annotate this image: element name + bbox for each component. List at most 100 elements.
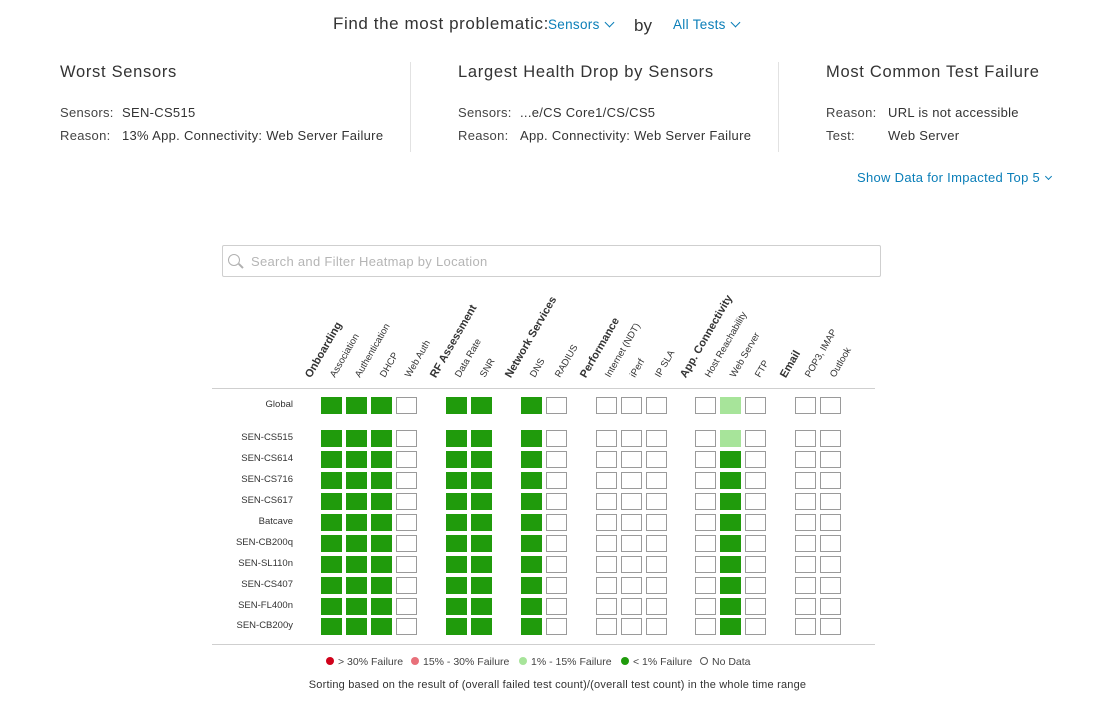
heatmap-cell[interactable] [546, 493, 567, 510]
heatmap-cell[interactable] [396, 397, 417, 414]
heatmap-cell[interactable] [795, 397, 816, 414]
heatmap-cell[interactable] [471, 514, 492, 531]
heatmap-cell[interactable] [596, 430, 617, 447]
heatmap-cell[interactable] [596, 397, 617, 414]
heatmap-cell[interactable] [521, 577, 542, 594]
heatmap-cell[interactable] [720, 397, 741, 414]
heatmap-cell[interactable] [321, 577, 342, 594]
heatmap-cell[interactable] [795, 514, 816, 531]
heatmap-cell[interactable] [371, 598, 392, 615]
heatmap-cell[interactable] [471, 493, 492, 510]
heatmap-cell[interactable] [745, 397, 766, 414]
heatmap-cell[interactable] [546, 451, 567, 468]
heatmap-cell[interactable] [346, 514, 367, 531]
heatmap-cell[interactable] [695, 493, 716, 510]
heatmap-cell[interactable] [371, 535, 392, 552]
heatmap-cell[interactable] [621, 430, 642, 447]
heatmap-cell[interactable] [446, 451, 467, 468]
heatmap-cell[interactable] [346, 535, 367, 552]
heatmap-cell[interactable] [471, 598, 492, 615]
heatmap-cell[interactable] [596, 493, 617, 510]
heatmap-cell[interactable] [695, 514, 716, 531]
heatmap-cell[interactable] [396, 577, 417, 594]
heatmap-cell[interactable] [621, 451, 642, 468]
heatmap-cell[interactable] [446, 493, 467, 510]
entity-select[interactable]: Sensors [548, 17, 615, 32]
heatmap-cell[interactable] [820, 556, 841, 573]
heatmap-cell[interactable] [471, 535, 492, 552]
heatmap-cell[interactable] [720, 472, 741, 489]
heatmap-cell[interactable] [820, 535, 841, 552]
heatmap-cell[interactable] [446, 430, 467, 447]
heatmap-cell[interactable] [745, 556, 766, 573]
heatmap-cell[interactable] [446, 618, 467, 635]
heatmap-cell[interactable] [321, 430, 342, 447]
heatmap-cell[interactable] [396, 598, 417, 615]
test-select[interactable]: All Tests [673, 17, 741, 32]
heatmap-cell[interactable] [820, 430, 841, 447]
heatmap-cell[interactable] [446, 514, 467, 531]
heatmap-cell[interactable] [720, 618, 741, 635]
heatmap-cell[interactable] [346, 397, 367, 414]
heatmap-cell[interactable] [446, 397, 467, 414]
heatmap-cell[interactable] [471, 472, 492, 489]
heatmap-cell[interactable] [795, 535, 816, 552]
heatmap-cell[interactable] [396, 493, 417, 510]
heatmap-cell[interactable] [346, 430, 367, 447]
heatmap-cell[interactable] [371, 618, 392, 635]
heatmap-cell[interactable] [396, 618, 417, 635]
heatmap-cell[interactable] [546, 430, 567, 447]
heatmap-cell[interactable] [371, 397, 392, 414]
heatmap-cell[interactable] [646, 397, 667, 414]
heatmap-cell[interactable] [795, 598, 816, 615]
heatmap-cell[interactable] [471, 430, 492, 447]
heatmap-cell[interactable] [521, 430, 542, 447]
heatmap-cell[interactable] [346, 556, 367, 573]
heatmap-cell[interactable] [371, 472, 392, 489]
heatmap-cell[interactable] [396, 556, 417, 573]
heatmap-cell[interactable] [820, 598, 841, 615]
heatmap-cell[interactable] [745, 598, 766, 615]
show-data-top-link[interactable]: Show Data for Impacted Top 5 [857, 170, 1053, 185]
heatmap-cell[interactable] [646, 451, 667, 468]
heatmap-cell[interactable] [646, 598, 667, 615]
heatmap-cell[interactable] [621, 472, 642, 489]
heatmap-cell[interactable] [820, 514, 841, 531]
heatmap-cell[interactable] [521, 472, 542, 489]
heatmap-cell[interactable] [596, 577, 617, 594]
heatmap-cell[interactable] [546, 514, 567, 531]
heatmap-cell[interactable] [596, 472, 617, 489]
heatmap-cell[interactable] [695, 535, 716, 552]
heatmap-cell[interactable] [396, 430, 417, 447]
heatmap-cell[interactable] [745, 451, 766, 468]
heatmap-cell[interactable] [596, 451, 617, 468]
heatmap-cell[interactable] [695, 397, 716, 414]
heatmap-cell[interactable] [371, 514, 392, 531]
search-input[interactable] [251, 246, 871, 276]
heatmap-cell[interactable] [321, 556, 342, 573]
heatmap-cell[interactable] [446, 535, 467, 552]
heatmap-cell[interactable] [820, 472, 841, 489]
heatmap-cell[interactable] [621, 577, 642, 594]
heatmap-cell[interactable] [646, 514, 667, 531]
heatmap-cell[interactable] [371, 451, 392, 468]
heatmap-cell[interactable] [820, 397, 841, 414]
heatmap-cell[interactable] [720, 535, 741, 552]
heatmap-cell[interactable] [621, 598, 642, 615]
heatmap-cell[interactable] [745, 618, 766, 635]
heatmap-cell[interactable] [471, 556, 492, 573]
heatmap-cell[interactable] [695, 618, 716, 635]
heatmap-cell[interactable] [596, 535, 617, 552]
heatmap-cell[interactable] [646, 577, 667, 594]
heatmap-cell[interactable] [396, 472, 417, 489]
heatmap-cell[interactable] [695, 451, 716, 468]
heatmap-cell[interactable] [371, 430, 392, 447]
heatmap-cell[interactable] [820, 493, 841, 510]
heatmap-cell[interactable] [371, 493, 392, 510]
heatmap-cell[interactable] [546, 556, 567, 573]
heatmap-cell[interactable] [546, 535, 567, 552]
heatmap-cell[interactable] [521, 535, 542, 552]
heatmap-cell[interactable] [720, 598, 741, 615]
heatmap-cell[interactable] [695, 556, 716, 573]
heatmap-cell[interactable] [521, 493, 542, 510]
